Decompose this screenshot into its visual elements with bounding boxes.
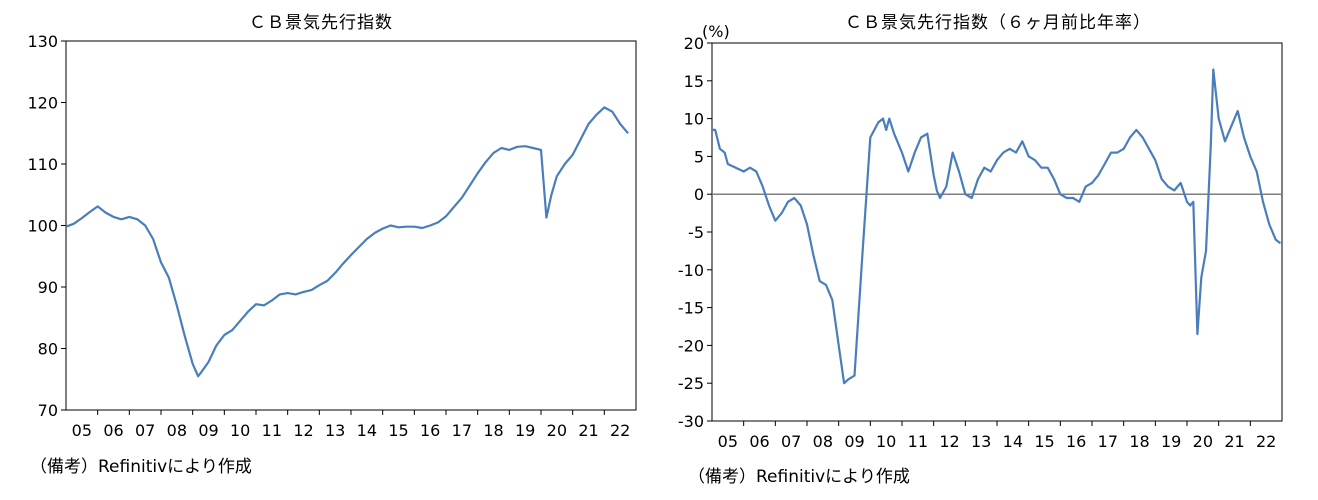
x-tick-label: 16 (420, 421, 440, 440)
plot-frame (65, 40, 637, 411)
x-tick-label: 20 (1193, 432, 1213, 451)
y-tick-label: 130 (27, 32, 58, 51)
x-tick-label: 14 (1003, 432, 1023, 451)
x-tick-label: 18 (1129, 432, 1149, 451)
x-tick-label: 07 (135, 421, 155, 440)
y-tick-label: 80 (38, 340, 58, 359)
x-tick-label: 06 (749, 432, 769, 451)
y-tick-label: 90 (38, 278, 58, 297)
x-tick-label: 19 (1161, 432, 1181, 451)
y-tick-label: 120 (27, 94, 58, 113)
x-tick-label: 08 (813, 432, 833, 451)
x-tick-label: 11 (262, 421, 282, 440)
y-tick-label: 10 (684, 110, 704, 129)
source-note: （備考）Refinitivにより作成 (688, 467, 910, 487)
leading-index-chart: 70 80 90 100 110 120 130 05 06 07 08 09 10 11 12 13 14 15… (27, 32, 637, 440)
x-tick-label: 09 (198, 421, 218, 440)
x-tick-label: 14 (357, 421, 377, 440)
x-tick-label: 05 (718, 432, 738, 451)
x-tick-label: 13 (971, 432, 991, 451)
x-tick-label: 22 (1256, 432, 1276, 451)
y-tick-label: -10 (678, 261, 704, 280)
x-tick-label: 18 (483, 421, 503, 440)
y-tick-label: -15 (678, 299, 704, 318)
y-unit-label: (%) (702, 22, 730, 41)
y-tick-label: 0 (694, 185, 704, 204)
y-tick-label: 20 (684, 34, 704, 53)
chart-title: ＣＢ景気先行指数 (249, 13, 393, 33)
x-tick-label: 12 (939, 432, 959, 451)
y-tick-label: -30 (678, 412, 704, 431)
y-tick-label: -5 (688, 223, 704, 242)
x-tick-label: 05 (72, 421, 92, 440)
chart-panel-leading-index: ＣＢ景気先行指数 70 80 90 100 110 120 130 05 06 07 08 09 10 1… (0, 0, 650, 500)
y-tick-label: -20 (678, 336, 704, 355)
y-tick-label: 110 (27, 155, 58, 174)
x-tick-label: 08 (167, 421, 187, 440)
x-tick-label: 11 (908, 432, 928, 451)
y-tick-label: 70 (38, 401, 58, 420)
x-tick-label: 21 (1224, 432, 1244, 451)
x-tick-label: 19 (515, 421, 535, 440)
x-tick-label: 17 (452, 421, 472, 440)
x-tick-label: 20 (547, 421, 567, 440)
x-tick-label: 17 (1098, 432, 1118, 451)
x-tick-label: 10 (876, 432, 896, 451)
y-tick-label: 100 (27, 217, 58, 236)
plot-frame (711, 42, 1283, 422)
x-tick-label: 13 (325, 421, 345, 440)
x-tick-label: 22 (610, 421, 630, 440)
y-tick-label: 5 (694, 147, 704, 166)
chart-title: ＣＢ景気先行指数（６ヶ月前比年率） (845, 13, 1151, 33)
series-line (712, 68, 1282, 385)
x-tick-label: 06 (103, 421, 123, 440)
chart-panel-6m-annualized: ＣＢ景気先行指数（６ヶ月前比年率） -30 -25 -20 -15 -10 -5 0 5 10 1… (660, 0, 1318, 500)
x-tick-label: 16 (1066, 432, 1086, 451)
x-tick-label: 12 (293, 421, 313, 440)
x-tick-label: 15 (388, 421, 408, 440)
x-tick-label: 07 (781, 432, 801, 451)
x-tick-label: 09 (844, 432, 864, 451)
x-tick-label: 10 (230, 421, 250, 440)
x-tick-label: 15 (1034, 432, 1054, 451)
series-line (65, 106, 629, 378)
y-tick-label: -25 (678, 374, 704, 393)
source-note: （備考）Refinitivにより作成 (30, 457, 252, 477)
x-tick-label: 21 (578, 421, 598, 440)
y-tick-label: 15 (684, 72, 704, 91)
